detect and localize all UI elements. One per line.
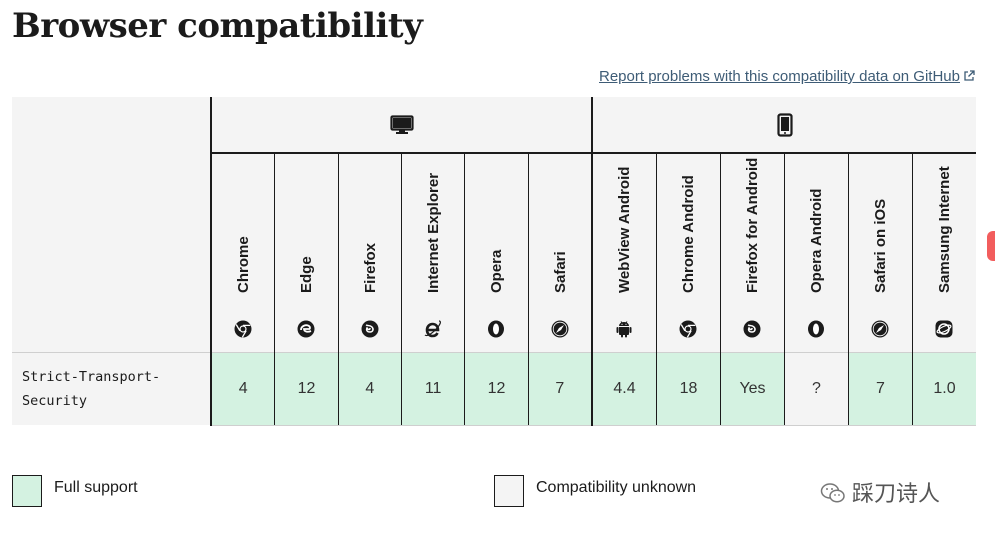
browser-name: Samsung Internet (936, 166, 953, 293)
support-cell-internet-explorer[interactable]: 11 (400, 352, 465, 426)
wechat-icon (820, 483, 845, 503)
external-link-icon (964, 70, 975, 81)
browser-header-safari: Safari (527, 153, 592, 353)
browser-header-chrome-android: Chrome Android (656, 153, 721, 353)
support-cell-edge[interactable]: 12 (274, 352, 339, 426)
watermark: 踩刀诗人 (820, 476, 940, 508)
browser-name: Chrome (235, 236, 252, 293)
feature-name-line2: Security (22, 393, 88, 409)
browser-header-safari-on-ios: Safari on iOS (848, 153, 913, 353)
mobile-icon (776, 112, 793, 137)
safari-icon (871, 320, 889, 338)
desktop-icon (389, 114, 414, 134)
feature-name-line1: Strict-Transport- (22, 369, 161, 385)
watermark-text: 踩刀诗人 (852, 481, 941, 506)
browser-header-opera: Opera (464, 153, 529, 353)
opera-icon (807, 320, 825, 338)
support-cell-safari-on-ios[interactable]: 7 (848, 352, 913, 426)
platform-desktop (210, 97, 592, 154)
compat-table: Chrome Edge Firefox Internet Explorer Opera S… (12, 97, 976, 426)
support-cell-opera[interactable]: 12 (464, 352, 529, 426)
browser-header-opera-android: Opera Android (784, 153, 849, 353)
browser-name: Chrome Android (680, 175, 697, 293)
firefox-icon (743, 320, 761, 338)
table-corner (12, 97, 211, 353)
chrome-icon (234, 320, 252, 338)
platform-mobile (591, 97, 976, 154)
legend-swatch-full-support (12, 475, 42, 507)
browser-header-internet-explorer: Internet Explorer (400, 153, 465, 353)
browser-header-samsung-internet: Samsung Internet (912, 153, 976, 353)
browser-name: WebView Android (616, 166, 633, 293)
legend-swatch-compat-unknown (494, 475, 524, 507)
support-cell-opera-android[interactable]: ? (784, 352, 849, 426)
browser-header-chrome: Chrome (210, 153, 275, 353)
browser-header-firefox-for-android: Firefox for Android (720, 153, 785, 353)
report-link-label: Report problems with this compatibility … (599, 68, 960, 85)
browser-name: Firefox (361, 242, 379, 293)
feature-name: Strict-Transport- Security (12, 352, 211, 425)
support-cell-safari[interactable]: 7 (527, 352, 592, 426)
report-link[interactable]: Report problems with this compatibility … (599, 68, 975, 85)
edge-icon (297, 320, 315, 338)
browser-name: Safari on iOS (872, 198, 889, 293)
browser-name: Opera Android (808, 188, 825, 293)
support-cell-chrome[interactable]: 4 (210, 352, 275, 426)
internet-explorer-icon (424, 320, 442, 338)
side-feedback-tab[interactable] (987, 231, 995, 261)
browser-name: Edge (298, 256, 316, 293)
firefox-icon (361, 320, 379, 338)
support-cell-chrome-android[interactable]: 18 (656, 352, 721, 426)
samsung-internet-icon (935, 320, 953, 338)
support-cell-firefox[interactable]: 4 (337, 352, 402, 426)
browser-name: Firefox for Android (744, 157, 761, 293)
opera-icon (487, 320, 505, 338)
support-cell-samsung-internet[interactable]: 1.0 (912, 352, 976, 426)
browser-name: Internet Explorer (424, 172, 442, 293)
chrome-icon (679, 320, 697, 338)
legend-label-compat-unknown: Compatibility unknown (536, 479, 697, 496)
browser-name: Safari (551, 251, 569, 293)
android-icon (615, 320, 633, 338)
browser-name: Opera (488, 249, 506, 293)
browser-header-webview-android: WebView Android (591, 153, 657, 353)
page-title: Browser compatibility (12, 6, 423, 46)
safari-icon (551, 320, 569, 338)
browser-header-firefox: Firefox (337, 153, 402, 353)
support-cell-webview-android[interactable]: 4.4 (591, 352, 657, 426)
legend-label-full-support: Full support (54, 479, 138, 496)
browser-header-edge: Edge (274, 153, 339, 353)
support-cell-firefox-for-android[interactable]: Yes (720, 352, 785, 426)
